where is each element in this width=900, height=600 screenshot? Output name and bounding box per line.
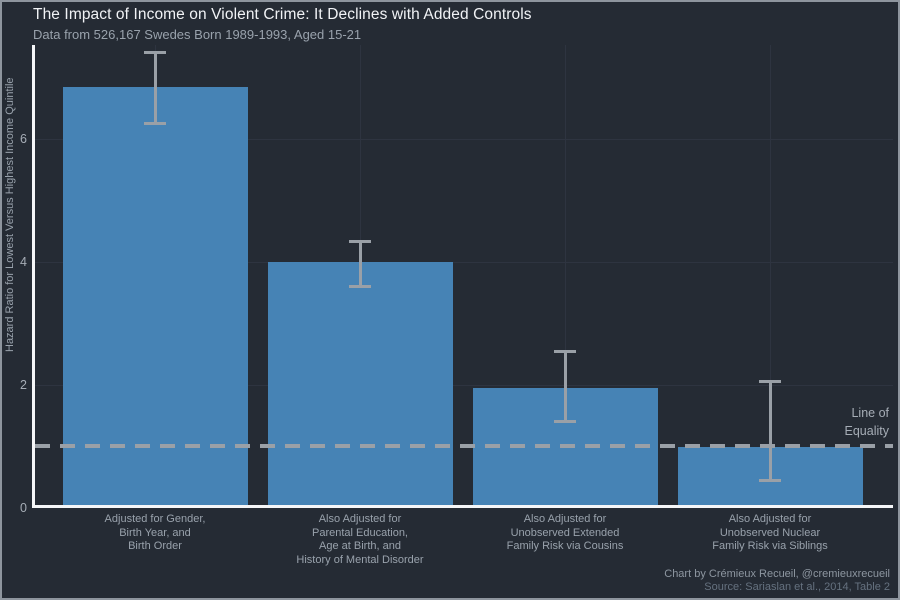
h-gridline — [35, 384, 893, 386]
h-gridline — [35, 138, 893, 140]
error-bar-cap — [144, 51, 166, 55]
category-label: Also Adjusted for Parental Education, Ag… — [296, 513, 424, 566]
footer-source: Source: Sariaslan et al., 2014, Table 2 — [704, 581, 890, 593]
y-tick-label: 6 — [20, 132, 27, 146]
equality-line-annotation-line1: Line of — [851, 406, 889, 420]
footer-credit: Chart by Crémieux Recueil, @cremieuxrecu… — [664, 568, 890, 580]
error-bar-cap — [349, 285, 371, 289]
equality-line-annotation-line2: Equality — [844, 423, 889, 438]
v-gridline — [564, 45, 566, 505]
y-axis-title: Hazard Ratio for Lowest Versus Highest I… — [4, 77, 16, 352]
v-gridline — [769, 45, 771, 505]
error-bar-cap — [554, 420, 576, 424]
h-gridline — [35, 261, 893, 263]
error-bar-cap — [554, 349, 576, 353]
chart-footer: Chart by Crémieux Recueil, @cremieuxrecu… — [664, 568, 890, 594]
category-label: Also Adjusted for Unobserved Extended Fa… — [506, 513, 624, 552]
y-tick-label: 0 — [20, 501, 27, 515]
error-bar-cap — [349, 240, 371, 244]
category-label: Also Adjusted for Unobserved Nuclear Fam… — [712, 513, 828, 552]
error-bar-stem — [563, 351, 567, 422]
bar — [267, 262, 453, 505]
error-bar-cap — [759, 380, 781, 384]
y-tick-label: 4 — [20, 255, 27, 269]
chart-subtitle: Data from 526,167 Swedes Born 1989-1993,… — [33, 27, 362, 42]
error-bar-cap — [759, 478, 781, 482]
error-bar-cap — [144, 122, 166, 126]
chart-title: The Impact of Income on Violent Crime: I… — [33, 6, 532, 23]
equality-line — [35, 443, 893, 448]
error-bar-stem — [153, 52, 157, 124]
error-bar-stem — [768, 381, 772, 481]
y-tick-label: 2 — [20, 378, 27, 392]
error-bar-stem — [358, 241, 362, 287]
category-label: Adjusted for Gender, Birth Year, and Bir… — [104, 513, 206, 552]
bar — [62, 86, 248, 505]
equality-line-annotation: Line of Equality — [845, 405, 889, 440]
plot-area — [32, 45, 893, 508]
